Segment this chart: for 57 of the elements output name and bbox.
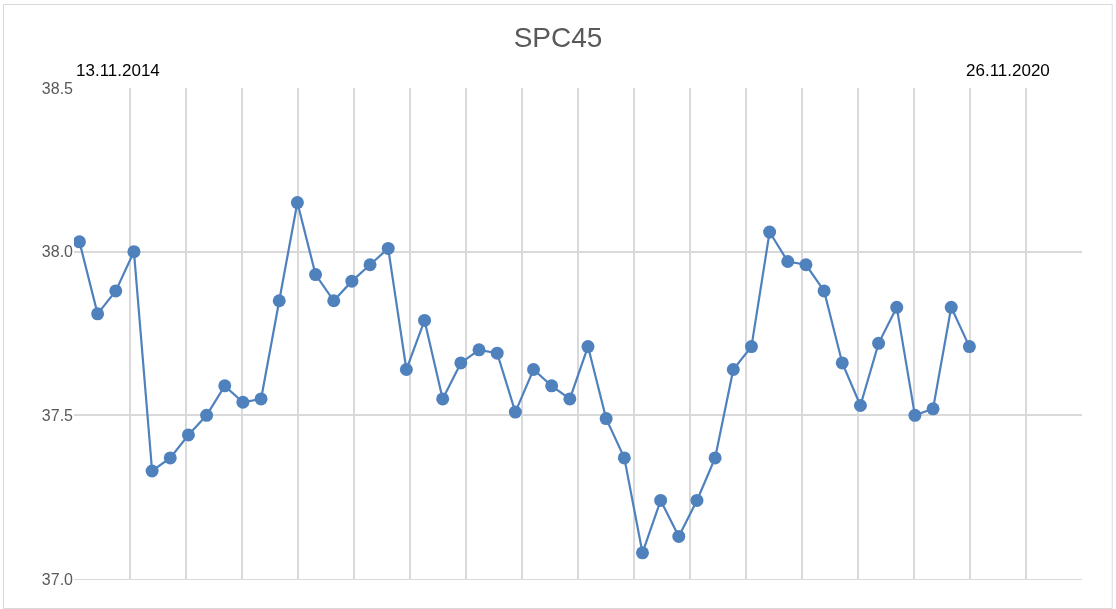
text: 26.11.2020 <box>966 61 1050 80</box>
chart-title: SPC45 <box>513 22 603 54</box>
point <box>672 529 686 543</box>
point <box>363 258 377 272</box>
point <box>418 313 432 327</box>
point <box>835 356 849 370</box>
point <box>726 363 740 376</box>
point <box>327 294 341 308</box>
point <box>635 546 649 560</box>
point <box>381 241 395 255</box>
point <box>890 300 904 314</box>
point <box>272 294 286 308</box>
y-tick-label: 37.0 <box>41 570 74 588</box>
point <box>744 340 758 354</box>
point <box>145 464 159 478</box>
point <box>817 284 831 298</box>
point <box>399 363 413 376</box>
point <box>490 346 504 360</box>
point <box>799 258 813 272</box>
point <box>309 268 323 282</box>
point <box>581 340 595 354</box>
point <box>527 363 540 376</box>
point <box>254 392 268 406</box>
point <box>181 428 195 442</box>
point <box>200 408 214 422</box>
point <box>236 395 250 409</box>
y-tick-label: 38.0 <box>41 243 74 261</box>
point <box>508 405 522 419</box>
point <box>708 451 722 465</box>
point <box>290 196 304 210</box>
point <box>163 451 177 465</box>
point <box>563 392 577 406</box>
y-tick-label: 37.5 <box>41 406 74 424</box>
y-tick-label: 38.5 <box>41 79 74 97</box>
point <box>545 379 559 393</box>
point <box>218 379 232 393</box>
point <box>926 402 940 416</box>
point <box>781 254 795 268</box>
point <box>908 408 922 422</box>
point <box>91 307 105 321</box>
point <box>944 300 958 314</box>
point <box>617 451 631 465</box>
point <box>654 493 668 507</box>
point <box>853 399 867 412</box>
point <box>872 336 886 350</box>
point <box>763 225 777 239</box>
point <box>690 493 704 507</box>
point <box>436 392 450 406</box>
point <box>962 340 976 354</box>
point <box>599 412 613 426</box>
text: 13.11.2014 <box>76 61 160 80</box>
point <box>74 235 86 249</box>
point <box>109 284 123 298</box>
point <box>472 343 486 357</box>
point <box>127 245 141 259</box>
point <box>454 356 468 370</box>
point <box>345 274 359 288</box>
